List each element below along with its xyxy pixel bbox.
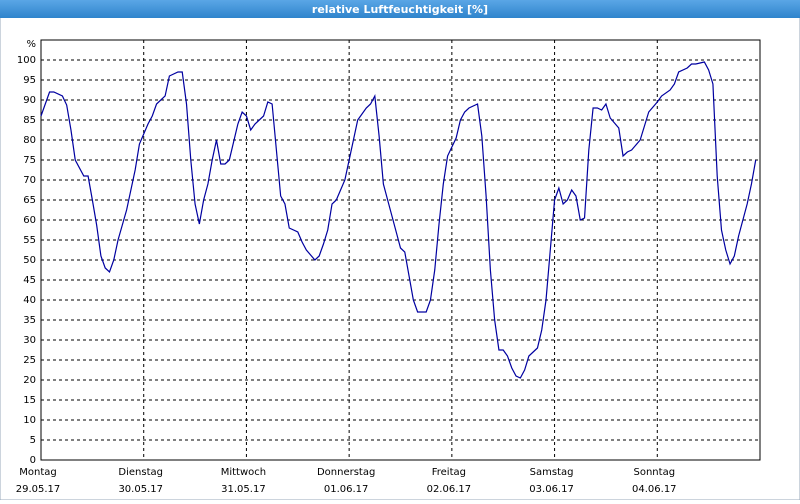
x-tick-sublabel: 31.05.17 [221, 484, 266, 495]
y-tick-label: 15 [23, 395, 36, 406]
x-tick-label: Montag [19, 467, 56, 478]
y-tick-label: 35 [23, 315, 36, 326]
y-tick-label: 45 [23, 275, 36, 286]
x-tick-label: Mittwoch [221, 467, 266, 478]
x-tick-sublabel: 04.06.17 [632, 484, 677, 495]
y-tick-label: 0 [30, 455, 36, 466]
y-tick-label: 5 [30, 435, 36, 446]
y-tick-label: 95 [23, 75, 36, 86]
y-tick-label: 100 [17, 55, 36, 66]
x-tick-label: Freitag [432, 467, 466, 478]
y-tick-label: 65 [23, 195, 36, 206]
y-tick-label: 25 [23, 355, 36, 366]
x-tick-sublabel: 03.06.17 [529, 484, 574, 495]
x-tick-sublabel: 29.05.17 [16, 484, 61, 495]
y-tick-label: 50 [23, 255, 36, 266]
data-line [40, 61, 757, 379]
y-tick-label: 70 [23, 175, 36, 186]
x-tick-label: Donnerstag [317, 467, 375, 478]
x-tick-sublabel: 02.06.17 [427, 484, 472, 495]
y-tick-label: 30 [23, 335, 36, 346]
title-bar [0, 0, 800, 18]
y-tick-label: 80 [23, 135, 36, 146]
y-tick-label: 10 [23, 415, 36, 426]
y-tick-label: 55 [23, 235, 36, 246]
x-tick-label: Sonntag [634, 467, 676, 478]
chart-title: relative Luftfeuchtigkeit [%] [312, 3, 488, 16]
x-tick-label: Samstag [530, 467, 574, 478]
x-tick-sublabel: 01.06.17 [324, 484, 369, 495]
y-tick-label: 90 [23, 95, 36, 106]
x-tick-sublabel: 30.05.17 [118, 484, 163, 495]
y-axis-label: % [26, 39, 36, 50]
x-tick-label: Dienstag [118, 467, 163, 478]
y-tick-label: 85 [23, 115, 36, 126]
y-tick-label: 40 [23, 295, 36, 306]
plot-frame [40, 39, 761, 461]
y-tick-label: 75 [23, 155, 36, 166]
y-tick-label: 20 [23, 375, 36, 386]
y-tick-label: 60 [23, 215, 36, 226]
